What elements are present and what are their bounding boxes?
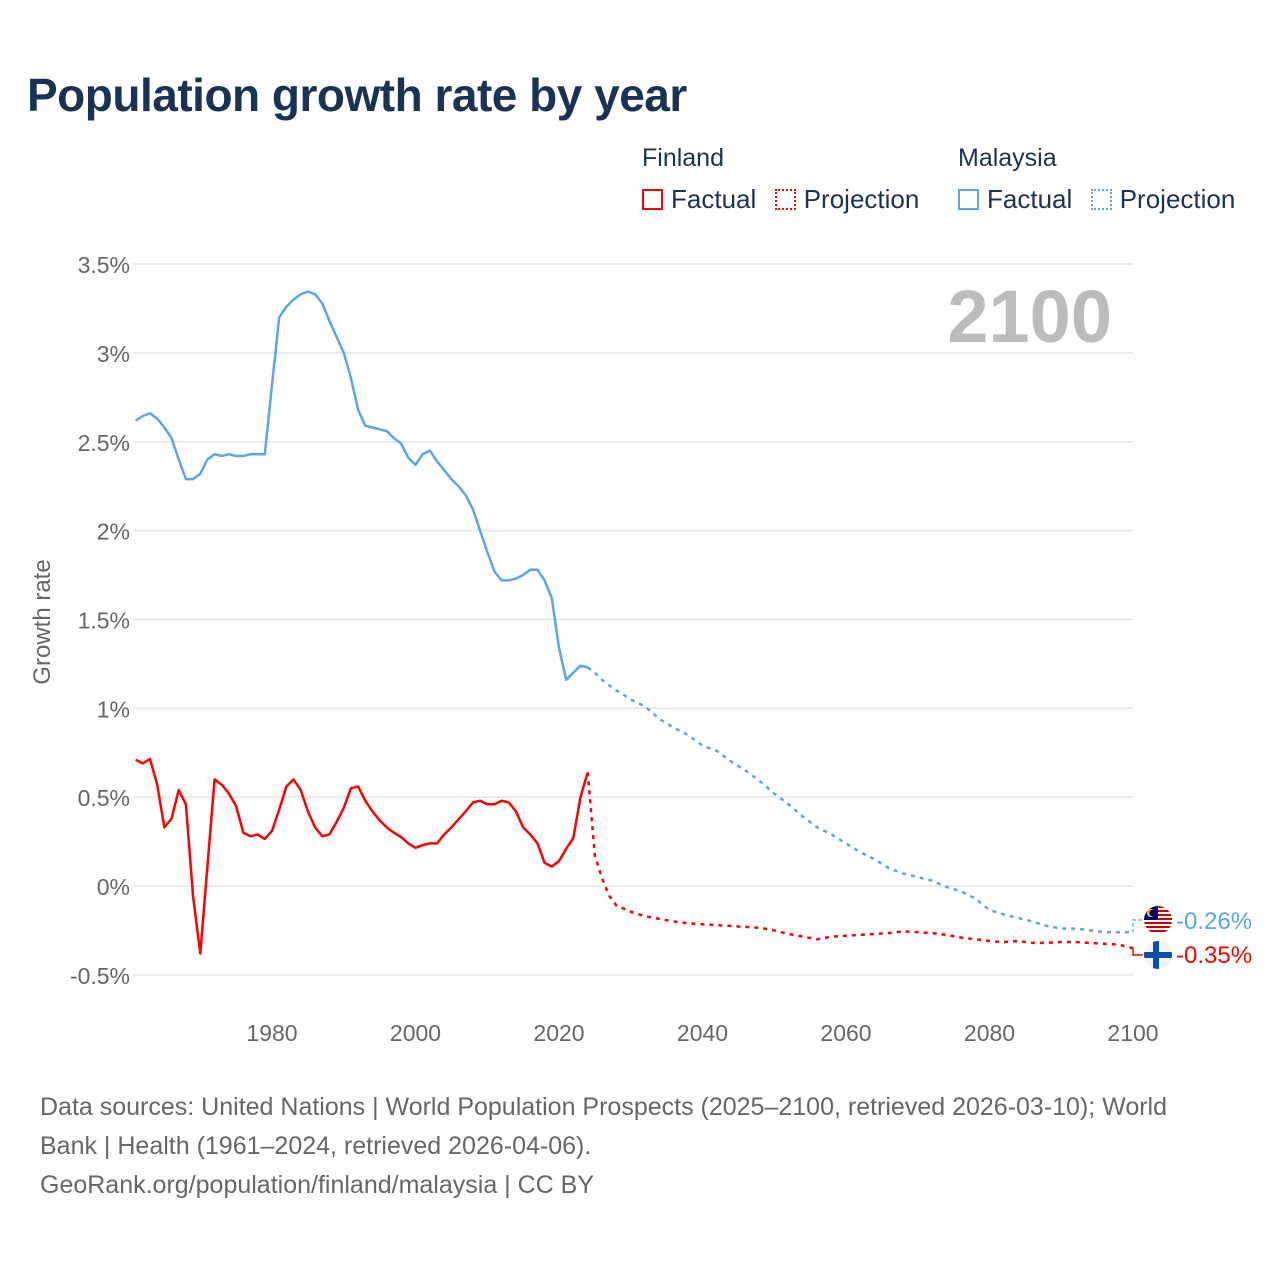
y-axis-label: Growth rate: [29, 559, 56, 684]
legend-swatch-solid: [958, 189, 979, 210]
line-chart: -0.5% 0% 0.5% 1% 1.5% 2% 2.5% 3% 3.5% 1980 2000 202…: [29, 252, 1252, 1046]
end-connector: [1132, 948, 1143, 956]
x-tick-label: 2100: [1107, 1020, 1158, 1046]
malaysia-flag-icon: [1144, 906, 1172, 934]
x-tick-label: 2000: [390, 1020, 441, 1046]
sources-line: Data sources: United Nations | World Pop…: [40, 1093, 1168, 1121]
y-tick-label: 1.5%: [78, 607, 130, 633]
legend-group-name: Finland: [642, 144, 724, 172]
y-tick-label: 2%: [97, 519, 130, 545]
legend-group-name: Malaysia: [958, 144, 1057, 172]
x-tick-label: 2040: [677, 1020, 728, 1046]
end-connector: [1132, 919, 1143, 933]
y-tick-label: 0%: [97, 874, 130, 900]
y-tick-label: 2.5%: [78, 430, 130, 456]
x-tick-label: 2020: [533, 1020, 584, 1046]
sources-footer: Data sources: United Nations | World Pop…: [40, 1088, 1240, 1205]
y-tick-label: 3.5%: [78, 252, 130, 278]
legend-label: Factual: [987, 184, 1073, 214]
series-line-finland-projection: [586, 772, 1134, 950]
y-tick-label: 3%: [97, 341, 130, 367]
legend-swatch-solid: [642, 189, 663, 210]
series-line-malaysia-projection: [586, 666, 1133, 934]
legend-item-malaysia-projection[interactable]: Projection: [1090, 184, 1236, 215]
finland-flag-icon: [1144, 941, 1172, 969]
series-line-malaysia-factual: [135, 290, 588, 682]
legend-item-finland-projection[interactable]: Projection: [774, 184, 920, 215]
x-tick-label: 2080: [964, 1020, 1015, 1046]
legend-item-malaysia-factual[interactable]: Factual: [958, 184, 1072, 215]
sources-line: Bank | Health (1961–2024, retrieved 2026…: [40, 1132, 592, 1160]
legend-swatch-dotted: [774, 189, 796, 210]
legend-label: Factual: [671, 184, 757, 214]
finland-end-label: -0.35%: [1176, 942, 1252, 969]
y-tick-label: 0.5%: [78, 785, 130, 811]
year-overlay: 2100: [947, 275, 1112, 358]
x-tick-label: 1980: [246, 1020, 297, 1046]
legend-label: Projection: [1119, 184, 1236, 214]
y-tick-label: -0.5%: [70, 963, 130, 989]
x-tick-label: 2060: [820, 1020, 871, 1046]
chart-title: Population growth rate by year: [27, 69, 687, 121]
malaysia-end-label: -0.26%: [1176, 908, 1252, 935]
legend-item-finland-factual[interactable]: Factual: [642, 184, 756, 215]
series-line-finland-factual: [135, 757, 589, 955]
legend-group-malaysia: Malaysia Factual Projection: [958, 144, 1249, 215]
sources-link[interactable]: GeoRank.org/population/finland/malaysia …: [40, 1171, 595, 1199]
legend-swatch-dotted: [1090, 189, 1112, 210]
y-tick-label: 1%: [97, 696, 130, 722]
legend-label: Projection: [803, 184, 920, 214]
legend-group-finland: Finland Factual Projection: [642, 144, 933, 215]
